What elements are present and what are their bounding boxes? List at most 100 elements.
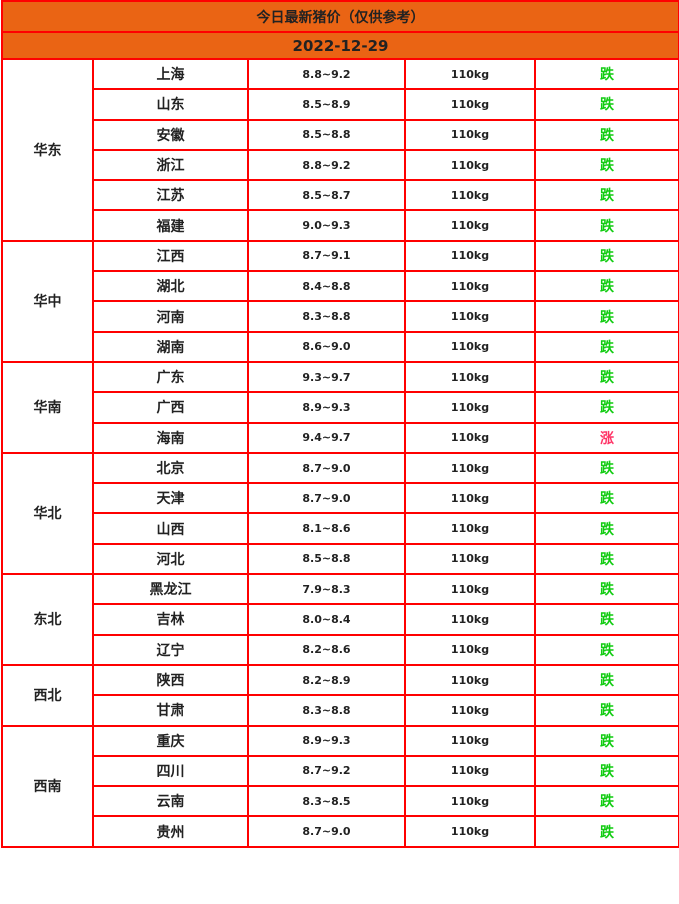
price-range-cell: 9.3~9.7 — [247, 360, 406, 394]
province-cell: 上海 — [92, 57, 249, 91]
province-cell: 甘肃 — [92, 694, 249, 727]
weight-cell: 110kg — [404, 542, 536, 576]
province-cell: 贵州 — [92, 815, 249, 848]
weight-cell: 110kg — [404, 815, 536, 848]
weight-cell: 110kg — [404, 118, 536, 151]
weight-cell: 110kg — [404, 148, 536, 182]
province-cell: 湖北 — [92, 270, 249, 303]
trend-cell: 跌 — [534, 542, 679, 576]
trend-cell: 跌 — [534, 573, 679, 606]
table-row: 山西 8.1~8.6 110kg 跌 — [2, 512, 679, 545]
table-row: 江苏 8.5~8.7 110kg 跌 — [2, 179, 679, 212]
table-row: 浙江 8.8~9.2 110kg 跌 — [2, 148, 679, 182]
table-row: 云南 8.3~8.5 110kg 跌 — [2, 785, 679, 818]
region-cell: 华南 — [1, 360, 94, 454]
table-row: 广西 8.9~9.3 110kg 跌 — [2, 391, 679, 424]
weight-cell: 110kg — [404, 451, 536, 485]
region-cell: 东北 — [1, 573, 94, 666]
price-range-cell: 8.7~9.0 — [247, 482, 406, 515]
table-row: 贵州 8.7~9.0 110kg 跌 — [2, 815, 679, 848]
table-row: 华中 江西 8.7~9.1 110kg 跌 — [1, 239, 679, 363]
table-row: 天津 8.7~9.0 110kg 跌 — [2, 482, 679, 515]
price-range-cell: 8.9~9.3 — [247, 391, 406, 424]
table-row: 华南 广东 9.3~9.7 110kg 跌 — [1, 360, 679, 454]
table-row: 湖北 8.4~8.8 110kg 跌 — [2, 270, 679, 303]
weight-cell: 110kg — [404, 360, 536, 394]
province-cell: 广东 — [92, 360, 249, 394]
table-row: 湖南 8.6~9.0 110kg 跌 — [2, 330, 679, 363]
price-range-cell: 8.7~9.1 — [247, 239, 406, 273]
region-cell: 华中 — [1, 239, 94, 363]
weight-cell: 110kg — [404, 512, 536, 545]
trend-cell: 涨 — [534, 421, 679, 454]
trend-cell: 跌 — [534, 754, 679, 788]
trend-cell: 跌 — [534, 209, 679, 242]
table-row: 西南 重庆 8.9~9.3 110kg 跌 — [1, 724, 679, 848]
weight-cell: 110kg — [404, 482, 536, 515]
table-row: 福建 9.0~9.3 110kg 跌 — [2, 209, 679, 242]
table-row: 山东 8.5~8.9 110kg 跌 — [2, 88, 679, 121]
trend-cell: 跌 — [534, 603, 679, 636]
trend-cell: 跌 — [534, 239, 679, 273]
trend-cell: 跌 — [534, 118, 679, 151]
price-range-cell: 8.8~9.2 — [247, 57, 406, 91]
province-cell: 河南 — [92, 300, 249, 333]
price-range-cell: 8.6~9.0 — [247, 330, 406, 363]
region-cell: 西北 — [1, 663, 94, 727]
trend-cell: 跌 — [534, 148, 679, 182]
province-cell: 陕西 — [92, 663, 249, 697]
weight-cell: 110kg — [404, 270, 536, 303]
table-row: 四川 8.7~9.2 110kg 跌 — [2, 754, 679, 788]
price-range-cell: 8.2~8.6 — [247, 633, 406, 666]
weight-cell: 110kg — [404, 88, 536, 121]
weight-cell: 110kg — [404, 754, 536, 788]
price-range-cell: 8.0~8.4 — [247, 603, 406, 636]
price-range-cell: 8.3~8.8 — [247, 694, 406, 727]
weight-cell: 110kg — [404, 239, 536, 273]
weight-cell: 110kg — [404, 694, 536, 727]
province-cell: 北京 — [92, 451, 249, 485]
province-cell: 山东 — [92, 88, 249, 121]
price-range-cell: 8.7~9.0 — [247, 815, 406, 848]
table-row: 安徽 8.5~8.8 110kg 跌 — [2, 118, 679, 151]
table-row: 西北 陕西 8.2~8.9 110kg 跌 — [1, 663, 679, 727]
trend-cell: 跌 — [534, 633, 679, 666]
province-cell: 四川 — [92, 754, 249, 788]
weight-cell: 110kg — [404, 300, 536, 333]
weight-cell: 110kg — [404, 209, 536, 242]
price-range-cell: 8.5~8.9 — [247, 88, 406, 121]
province-cell: 湖南 — [92, 330, 249, 363]
trend-cell: 跌 — [534, 179, 679, 212]
price-range-cell: 8.1~8.6 — [247, 512, 406, 545]
province-cell: 江苏 — [92, 179, 249, 212]
province-cell: 辽宁 — [92, 633, 249, 666]
price-range-cell: 8.3~8.8 — [247, 300, 406, 333]
trend-cell: 跌 — [534, 785, 679, 818]
table-title: 今日最新猪价（仅供参考） — [1, 0, 679, 33]
trend-cell: 跌 — [534, 694, 679, 727]
weight-cell: 110kg — [404, 573, 536, 606]
weight-cell: 110kg — [404, 179, 536, 212]
region-cell: 华东 — [1, 58, 94, 242]
trend-cell: 跌 — [534, 815, 679, 848]
weight-cell: 110kg — [404, 785, 536, 818]
trend-cell: 跌 — [534, 512, 679, 545]
weight-cell: 110kg — [404, 724, 536, 757]
pig-price-table: 今日最新猪价（仅供参考） 2022-12-29 华东 上海 8.8~9.2 110kg… — [1, 0, 679, 848]
price-range-cell: 9.0~9.3 — [247, 209, 406, 242]
trend-cell: 跌 — [534, 57, 679, 91]
price-range-cell: 8.8~9.2 — [247, 148, 406, 182]
table-row: 甘肃 8.3~8.8 110kg 跌 — [2, 694, 679, 727]
price-range-cell: 8.9~9.3 — [247, 724, 406, 757]
weight-cell: 110kg — [404, 633, 536, 666]
trend-cell: 跌 — [534, 391, 679, 424]
province-cell: 广西 — [92, 391, 249, 424]
table-row: 东北 黑龙江 7.9~8.3 110kg 跌 — [1, 573, 679, 666]
trend-cell: 跌 — [534, 724, 679, 757]
table-row: 辽宁 8.2~8.6 110kg 跌 — [2, 633, 679, 666]
province-cell: 黑龙江 — [92, 573, 249, 606]
province-cell: 重庆 — [92, 724, 249, 757]
province-cell: 云南 — [92, 785, 249, 818]
table-date: 2022-12-29 — [1, 31, 679, 60]
